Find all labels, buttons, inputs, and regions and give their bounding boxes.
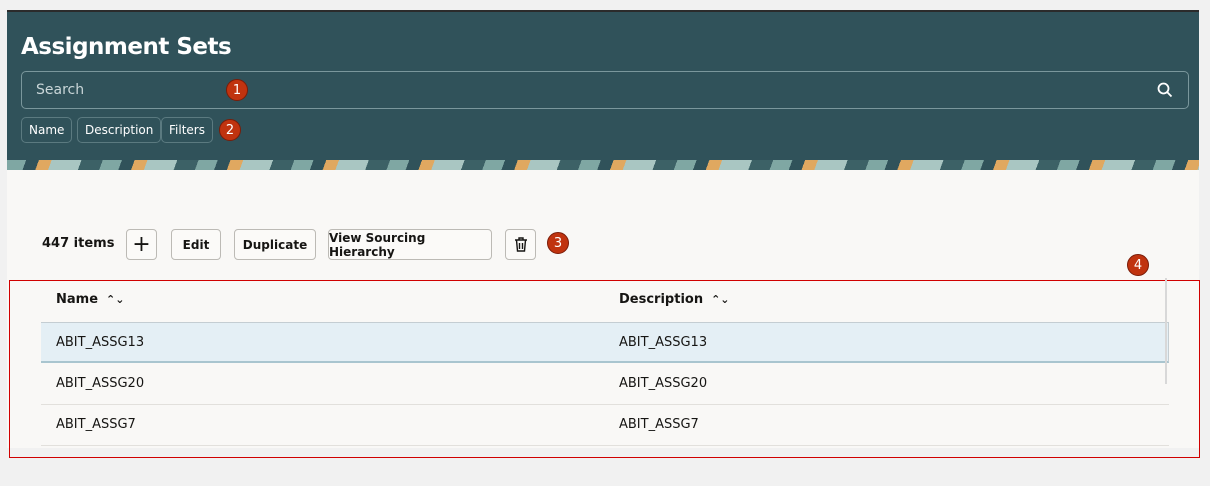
filter-chip-filters[interactable]: Filters: [161, 117, 213, 143]
filter-chip-name[interactable]: Name: [21, 117, 73, 143]
content-area: [7, 170, 1199, 448]
cell-description: ABIT_ASSG20: [619, 376, 708, 391]
duplicate-button[interactable]: Duplicate: [234, 229, 316, 260]
sort-icon[interactable]: ⌃⌄: [106, 293, 125, 306]
search-input[interactable]: Search: [21, 71, 1189, 109]
column-header-label: Description: [619, 292, 704, 307]
page-header: Assignment Sets Search Name Description …: [7, 12, 1199, 170]
trash-icon: [514, 237, 527, 252]
edit-button[interactable]: Edit: [171, 229, 221, 260]
callout-badge-1: 1: [226, 79, 248, 101]
page-title: Assignment Sets: [21, 34, 232, 60]
vertical-scrollbar[interactable]: [1165, 278, 1167, 384]
top-border: [7, 10, 1199, 12]
table-highlight-box: [9, 280, 1200, 458]
callout-badge-4: 4: [1127, 254, 1149, 276]
cell-name: ABIT_ASSG20: [56, 376, 145, 391]
column-header-name[interactable]: Name ⌃⌄: [56, 292, 124, 307]
cell-name: ABIT_ASSG13: [56, 335, 145, 350]
add-button[interactable]: +: [126, 229, 157, 260]
table-row[interactable]: ABIT_ASSG7 ABIT_ASSG7: [41, 405, 1169, 446]
table-row[interactable]: ABIT_ASSG13 ABIT_ASSG13: [41, 322, 1169, 363]
view-sourcing-hierarchy-button[interactable]: View Sourcing Hierarchy: [328, 229, 492, 260]
sort-icon[interactable]: ⌃⌄: [711, 293, 730, 306]
search-placeholder: Search: [36, 82, 85, 98]
table-row[interactable]: ABIT_ASSG20 ABIT_ASSG20: [41, 364, 1169, 405]
delete-button[interactable]: [505, 229, 536, 260]
cell-description: ABIT_ASSG13: [619, 335, 708, 350]
column-header-label: Name: [56, 292, 99, 307]
callout-badge-2: 2: [219, 119, 241, 141]
item-count: 447 items: [42, 236, 115, 251]
cell-name: ABIT_ASSG7: [56, 417, 136, 432]
filter-chip-description[interactable]: Description: [77, 117, 162, 143]
search-icon[interactable]: [1156, 81, 1174, 99]
decorative-banner: [7, 160, 1199, 170]
cell-description: ABIT_ASSG7: [619, 417, 699, 432]
callout-badge-3: 3: [547, 232, 569, 254]
column-header-description[interactable]: Description ⌃⌄: [619, 292, 730, 307]
